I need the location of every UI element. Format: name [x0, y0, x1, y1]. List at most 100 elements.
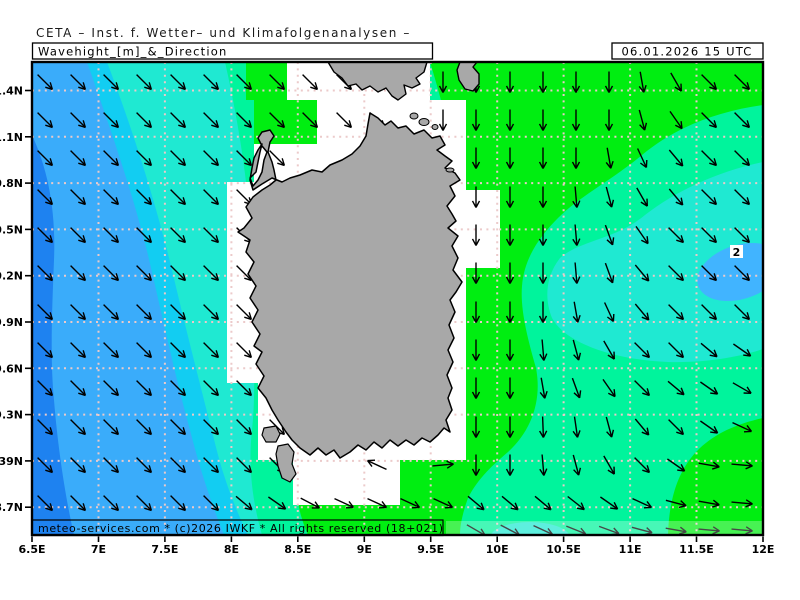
contour-label-bg	[730, 245, 743, 258]
wave-direction-arrow	[698, 499, 720, 508]
wave-direction-arrow	[471, 147, 481, 169]
wave-direction-arrow	[136, 495, 153, 512]
wave-direction-arrow	[136, 342, 153, 359]
wave-direction-arrow	[734, 74, 751, 91]
wave-direction-arrow	[70, 342, 87, 359]
wave-direction-arrow	[604, 109, 614, 131]
wave-direction-arrow	[70, 150, 87, 167]
wave-direction-arrow	[269, 150, 286, 167]
wave-direction-arrow	[505, 262, 515, 284]
wave-direction-arrow	[604, 262, 615, 284]
wave-direction-arrow	[471, 339, 481, 361]
wave-direction-arrow	[634, 380, 651, 397]
wave-direction-arrow	[505, 109, 515, 131]
wave-direction-arrow	[236, 112, 253, 129]
sant-antioco-island	[275, 443, 297, 483]
lon-label: 11.5E	[679, 543, 714, 556]
lat-label: 40.5N	[0, 223, 23, 236]
wave-direction-arrow	[103, 457, 120, 474]
wave-direction-arrow	[668, 419, 685, 436]
wave-direction-arrow	[731, 461, 753, 470]
wave-direction-arrow	[70, 495, 87, 512]
wave-direction-arrow	[203, 419, 220, 436]
wave-direction-arrow	[632, 497, 653, 509]
map-title: Wavehight_[m]_&_Direction	[38, 45, 228, 59]
wave-direction-arrow	[538, 147, 548, 169]
valid-datetime: 06.01.2026 15 UTC	[622, 45, 753, 59]
wave-direction-arrow	[701, 150, 718, 167]
wave-direction-arrow	[136, 380, 153, 397]
wave-direction-arrow	[701, 112, 718, 129]
header-institute-line: CETA – Inst. f. Wetter– und Klimafolgena…	[36, 26, 411, 40]
wave-direction-arrow	[634, 264, 650, 282]
wave-direction-arrow	[438, 71, 448, 93]
wave-direction-arrow	[666, 458, 686, 472]
wave-direction-arrow	[400, 497, 421, 509]
wave-direction-arrow	[236, 419, 253, 436]
wave-direction-arrow	[732, 421, 753, 433]
wave-direction-arrow	[37, 74, 54, 91]
wave-direction-arrow	[471, 377, 481, 399]
wave-direction-arrow	[136, 112, 153, 129]
wave-direction-arrow	[366, 459, 387, 471]
wave-direction-arrow	[505, 147, 515, 169]
wave-direction-arrow	[136, 227, 153, 244]
wave-direction-arrow	[170, 189, 187, 206]
wave-direction-arrow	[571, 147, 581, 169]
wave-direction-arrow	[734, 265, 751, 282]
wave-direction-arrow	[636, 148, 648, 169]
wave-direction-arrow	[203, 304, 220, 321]
wave-direction-arrow	[37, 304, 54, 321]
wave-direction-arrow	[70, 74, 87, 91]
wave-direction-arrow	[603, 455, 615, 475]
wave-direction-arrow	[471, 109, 481, 131]
wave-direction-arrow	[103, 304, 120, 321]
wave-direction-arrow	[734, 304, 751, 321]
wave-direction-arrow	[636, 187, 648, 207]
wave-direction-arrow	[170, 304, 187, 321]
wave-direction-arrow	[505, 186, 515, 208]
deepblue-strip	[32, 135, 74, 535]
wave-direction-arrow	[37, 189, 54, 206]
wave-direction-arrow	[634, 303, 650, 321]
wave-direction-arrow	[300, 497, 320, 509]
maddalena-islet	[409, 112, 419, 120]
lat-label: 38.7N	[0, 501, 23, 514]
wave-direction-arrow	[37, 112, 54, 129]
wave-direction-arrow	[734, 150, 751, 167]
wave-direction-arrow	[571, 109, 581, 131]
lat-label: 41.4N	[0, 85, 23, 98]
wave-direction-arrow	[731, 499, 753, 508]
lon-label: 7.5E	[151, 543, 178, 556]
corsica-east-islet	[456, 62, 480, 92]
wave-direction-arrow	[70, 189, 87, 206]
wave-direction-arrow	[538, 224, 548, 246]
wave-direction-arrow	[432, 460, 454, 469]
wave-direction-arrow	[236, 74, 253, 91]
wave-direction-arrow	[103, 150, 120, 167]
wave-direction-arrow	[539, 454, 548, 476]
tavolara-islet	[445, 167, 455, 173]
wave-direction-arrow	[70, 112, 87, 129]
wave-direction-arrow	[302, 112, 319, 129]
wave-direction-arrow	[37, 419, 54, 436]
wave-direction-arrow	[700, 342, 718, 358]
wave-direction-arrow	[538, 301, 548, 323]
lon-label: 6.5E	[18, 543, 45, 556]
wave-direction-arrow	[170, 342, 187, 359]
wave-direction-arrow	[572, 301, 581, 323]
wave-direction-arrow	[538, 109, 548, 131]
wave-direction-arrow	[170, 265, 187, 282]
wave-direction-arrow	[605, 147, 614, 169]
lon-label: 10E	[486, 543, 509, 556]
wave-direction-arrow	[698, 526, 720, 535]
credit-text: meteo-services.com * (c)2026 IWKF * All …	[38, 522, 444, 535]
wave-direction-arrow	[302, 74, 319, 91]
lon-label: 8E	[224, 543, 239, 556]
wave-direction-arrow	[572, 454, 582, 476]
wave-direction-arrow	[334, 497, 355, 509]
wave-direction-arrow	[37, 265, 54, 282]
wave-direction-arrow	[701, 265, 718, 282]
wave-direction-arrow	[37, 380, 54, 397]
